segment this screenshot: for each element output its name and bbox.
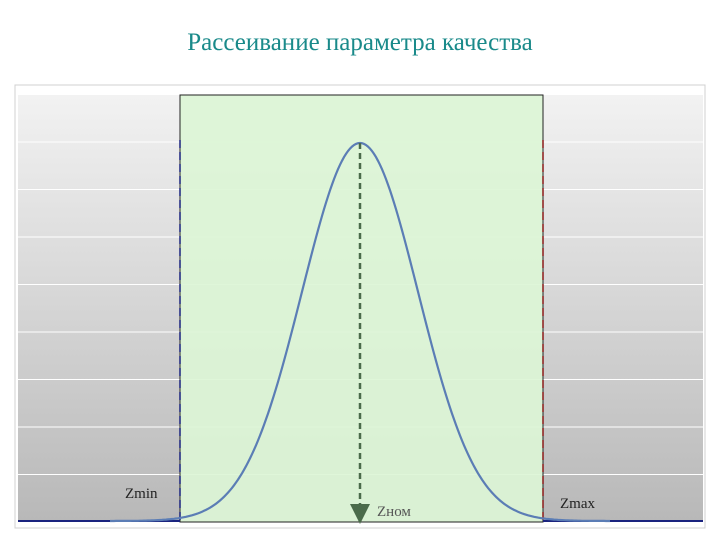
title: Рассеивание параметра качества (187, 29, 532, 56)
zmin-label: Zmin (125, 486, 158, 502)
znom-label: Zном (377, 504, 411, 520)
tolerance-zone (179, 94, 544, 523)
zmax-label: Zmax (560, 496, 595, 512)
